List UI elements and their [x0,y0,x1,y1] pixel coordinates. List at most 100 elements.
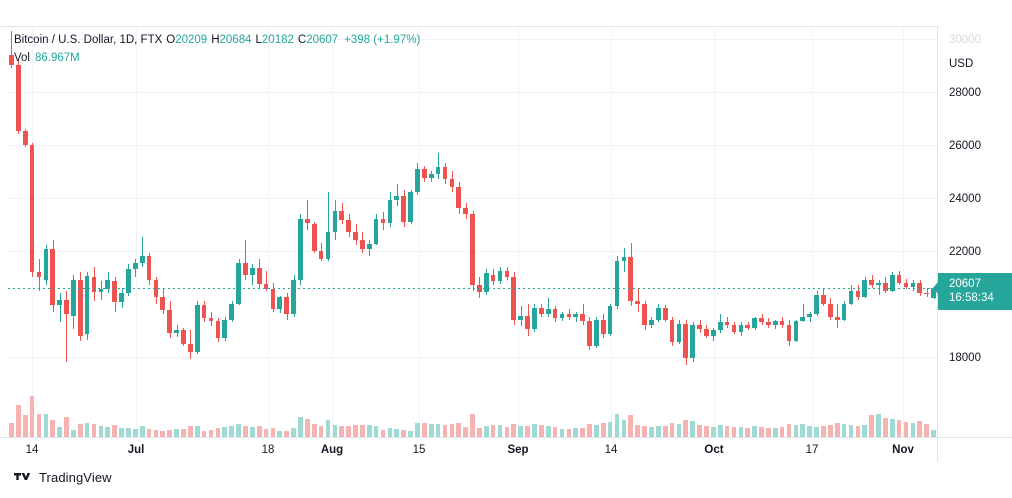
volume-bar [435,424,441,437]
candle-body [821,294,826,304]
volume-bar [77,424,83,437]
chart-pane [0,26,1012,462]
legend-low: L20182 [256,34,294,46]
volume-bar [456,422,462,437]
candle-body [752,318,757,328]
candle-body [532,307,537,329]
volume-bar [559,428,565,437]
price-tick-label: 18000 [949,351,981,364]
candle-body [607,306,613,335]
volume-bar [318,425,324,437]
candle-body [236,262,241,304]
volume-bar [346,426,351,437]
current-price-line [8,287,937,289]
candle-wick [142,237,143,267]
candle-body [800,317,806,322]
candle-body [786,325,792,341]
candle-body [772,321,778,325]
volume-bar [752,425,757,437]
volume-bar [332,424,338,437]
volume-bar [876,414,881,437]
price-scale-currency: USD [949,58,974,70]
volume-bar [745,427,751,437]
candle-wick [438,152,439,180]
symbol-title[interactable]: Bitcoin / U.S. Dollar, 1D, FTX [14,34,163,46]
legend-volume-label[interactable]: Vol [14,52,30,64]
legend-open-value: 20209 [175,34,208,46]
gridline-horizontal [8,38,937,40]
volume-bar [339,425,345,437]
price-scale[interactable]: USD 30000 28000 26000 24000 22000 18000 20607 1… [933,26,1012,462]
candle-body [834,317,840,320]
volume-bar [883,417,888,437]
volume-bar [669,422,675,437]
candle-body [883,282,888,291]
candle-body [9,54,14,66]
volume-bar [724,426,730,437]
volume-bar [704,425,709,437]
volume-bar [649,426,654,437]
volume-bar [690,420,696,437]
tradingview-logo[interactable]: TradingView [14,470,112,485]
volume-bar [470,414,475,437]
volume-bar [834,423,840,437]
volume-bar [415,422,420,437]
volume-bar [800,423,806,437]
candle-body [71,279,76,316]
time-scale[interactable]: 14 Jul 18 Aug 15 Sep 14 Oct 17 Nov [0,437,1012,462]
volume-bar [683,420,689,437]
candle-body [628,257,634,302]
candle-body [318,250,324,259]
gridline-vertical [518,28,519,437]
candle-body [188,343,193,352]
volume-bar [676,423,682,437]
candle-body [387,200,393,223]
volume-bar [325,419,331,437]
volume-bar [222,427,228,437]
candle-body [731,325,737,332]
current-price-badge[interactable]: 20607 16:58:34 [938,272,1012,310]
candle-body [614,261,620,307]
volume-bar [621,420,627,437]
volume-bar [194,425,200,437]
candle-body [243,262,248,275]
volume-bar [408,431,413,437]
candle-body [256,267,262,284]
candle-body [270,289,276,310]
candle-body [490,274,496,282]
candle-body [896,274,902,283]
candle-body [827,303,833,318]
candle-wick [266,270,267,291]
volume-bar [855,425,861,437]
candle-body [339,210,345,221]
tradingview-logo-icon [14,472,31,480]
volume-bar [277,430,283,437]
volume-bar [119,427,124,437]
candle-body [738,325,744,332]
candle-body [566,314,572,318]
volume-bar [146,429,152,437]
volume-bar [910,422,916,437]
volume-bar [717,425,723,437]
candle-body [525,315,530,329]
volume-bar [786,424,792,437]
candle-body [132,262,138,270]
time-tick-label: Aug [320,444,344,456]
gridline-vertical [332,28,333,437]
volume-bar [50,419,56,437]
candle-wick [66,290,67,363]
volume-bar [566,429,572,437]
chart-plot-area[interactable] [8,28,937,437]
volume-bar [483,425,489,437]
price-tick-label: 30000 [949,33,981,46]
volume-bar [924,423,929,437]
candle-body [119,293,124,303]
legend-high-key: H [211,34,220,46]
volume-bar [167,429,173,437]
candle-body [298,218,303,280]
candle-body [910,282,916,287]
gridline-vertical [611,28,612,437]
candle-wick [397,184,398,206]
volume-bar [917,420,923,437]
volume-bar [256,426,262,437]
